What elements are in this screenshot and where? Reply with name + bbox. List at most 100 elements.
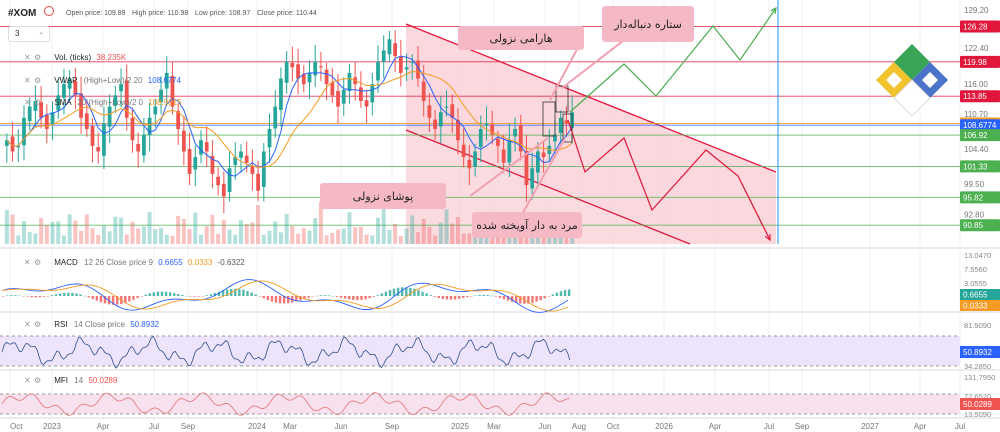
channel-fill-inner (406, 24, 776, 244)
macd-histogram-bar (148, 293, 151, 296)
close-icon[interactable]: ✕ (24, 98, 31, 107)
legend-sma[interactable]: ✕ ⚙ SMA 20 (High+Low)/2 0 108.9815 (24, 98, 182, 107)
macd-histogram-bar (258, 296, 261, 297)
time-tick-label: 2023 (43, 422, 61, 431)
candle-body (107, 106, 112, 127)
projection-arrowhead (770, 6, 777, 15)
price-tick-label: 129.20 (964, 6, 989, 15)
candle-body (193, 157, 198, 170)
volume-bar (141, 226, 146, 244)
macd-histogram-bar (168, 292, 172, 296)
close-icon[interactable]: ✕ (24, 320, 31, 329)
gear-icon[interactable]: ⚙ (34, 320, 42, 329)
macd-histogram-bar (217, 291, 221, 296)
macd-histogram-bar (295, 296, 298, 302)
volume-bar (358, 226, 363, 244)
macd-histogram-bar (396, 287, 400, 296)
gear-icon[interactable]: ⚙ (34, 76, 42, 85)
level-price-label: 108.6774 (963, 121, 997, 130)
sma-line (6, 71, 573, 168)
macd-histogram-bar (352, 296, 355, 300)
legend-params: 14 Close price (73, 320, 125, 329)
legend-params: 14 (74, 376, 84, 385)
macd-histogram-bar (67, 292, 70, 296)
gear-icon[interactable]: ⚙ (34, 258, 42, 267)
macd-histogram-bar (356, 296, 359, 301)
candle-body (90, 126, 95, 146)
legend-name: SMA (54, 98, 72, 107)
candle-body (50, 112, 55, 125)
legend-value: -0.6322 (217, 258, 245, 267)
macd-value-tag (960, 289, 1000, 300)
close-icon[interactable]: ✕ (24, 258, 31, 267)
close-icon[interactable]: ✕ (24, 76, 31, 85)
close-icon[interactable]: ✕ (24, 376, 31, 385)
gear-icon[interactable]: ⚙ (34, 98, 42, 107)
macd-histogram-bar (299, 296, 302, 301)
macd-histogram-bar (401, 287, 404, 296)
candle-body (16, 145, 21, 148)
macd-histogram-bar (527, 296, 530, 304)
candle-body (4, 140, 9, 146)
macd-histogram-bar (486, 295, 489, 296)
macd-histogram-bar (303, 296, 306, 299)
volume-bar (79, 230, 84, 244)
candle-body (267, 129, 272, 148)
macd-histogram-bar (335, 296, 339, 297)
macd-histogram-bar (380, 293, 384, 296)
candle-body (244, 155, 249, 163)
candle-body (433, 119, 437, 130)
legend-macd[interactable]: ✕ ⚙ MACD 12 26 Close price 9 0.6655 0.033… (24, 258, 245, 267)
volume-bar (284, 213, 289, 244)
level-price-label: 106.92 (963, 131, 988, 140)
volume-bar (130, 221, 135, 244)
macd-histogram-bar (494, 296, 498, 297)
macd-histogram-bar (160, 291, 164, 296)
legend-params: (High+Low)/2 20 (83, 76, 143, 85)
candle-body (159, 89, 163, 103)
legend-value: 108.9815 (148, 98, 182, 107)
time-tick-label: Aug (572, 422, 586, 431)
level-price-tag (960, 55, 1000, 68)
volume-bar (96, 234, 101, 244)
volume-bar (107, 231, 112, 244)
volume-bar (204, 226, 209, 244)
symbol-label[interactable]: #XOM (8, 8, 37, 19)
macd-tick-label: 13.0470 (964, 251, 991, 260)
macd-histogram-bar (364, 296, 367, 300)
candle-body (381, 50, 386, 62)
price-tick-label: 122.40 (964, 44, 989, 53)
time-tick-label: Oct (607, 422, 620, 431)
macd-histogram-bar (506, 296, 510, 301)
candle-body (558, 117, 563, 133)
macd-histogram-bar (323, 295, 327, 296)
close-icon[interactable]: ✕ (24, 53, 31, 62)
macd-histogram-bar (348, 296, 351, 300)
macd-histogram-bar (555, 292, 559, 296)
legend-name: VWAP (54, 76, 78, 85)
timeframe-select[interactable]: 3 ⌄ (8, 26, 50, 42)
volume-bar (67, 214, 72, 244)
gear-icon[interactable]: ⚙ (34, 53, 42, 62)
mfi-tick-label: 72.6520 (964, 392, 991, 401)
pattern-box (562, 113, 573, 143)
legend-vwap[interactable]: ✕ ⚙ VWAP (High+Low)/2 20 108.6774 (24, 76, 181, 85)
candle-body (79, 93, 83, 118)
candle-body (62, 84, 66, 98)
volume-bar (398, 235, 403, 244)
legend-mfi[interactable]: ✕ ⚙ MFI 14 50.0289 (24, 376, 117, 385)
candle-body (250, 166, 255, 174)
candle-body (438, 112, 443, 127)
legend-rsi[interactable]: ✕ ⚙ RSI 14 Close price 50.8932 (24, 320, 159, 329)
legend-volume[interactable]: ✕ ⚙ Vol. (ticks) 38.235K (24, 53, 126, 62)
volume-bar (370, 235, 375, 244)
candle-body (147, 117, 152, 136)
open-price: Open price: 109.89 (66, 10, 126, 17)
level-price-tag (960, 119, 1000, 132)
macd-histogram-bar (458, 296, 461, 299)
macd-histogram-bar (405, 287, 408, 296)
candle-body (164, 72, 169, 89)
gear-icon[interactable]: ⚙ (34, 376, 42, 385)
volume-bar (119, 217, 124, 244)
clock-icon[interactable] (44, 6, 54, 16)
